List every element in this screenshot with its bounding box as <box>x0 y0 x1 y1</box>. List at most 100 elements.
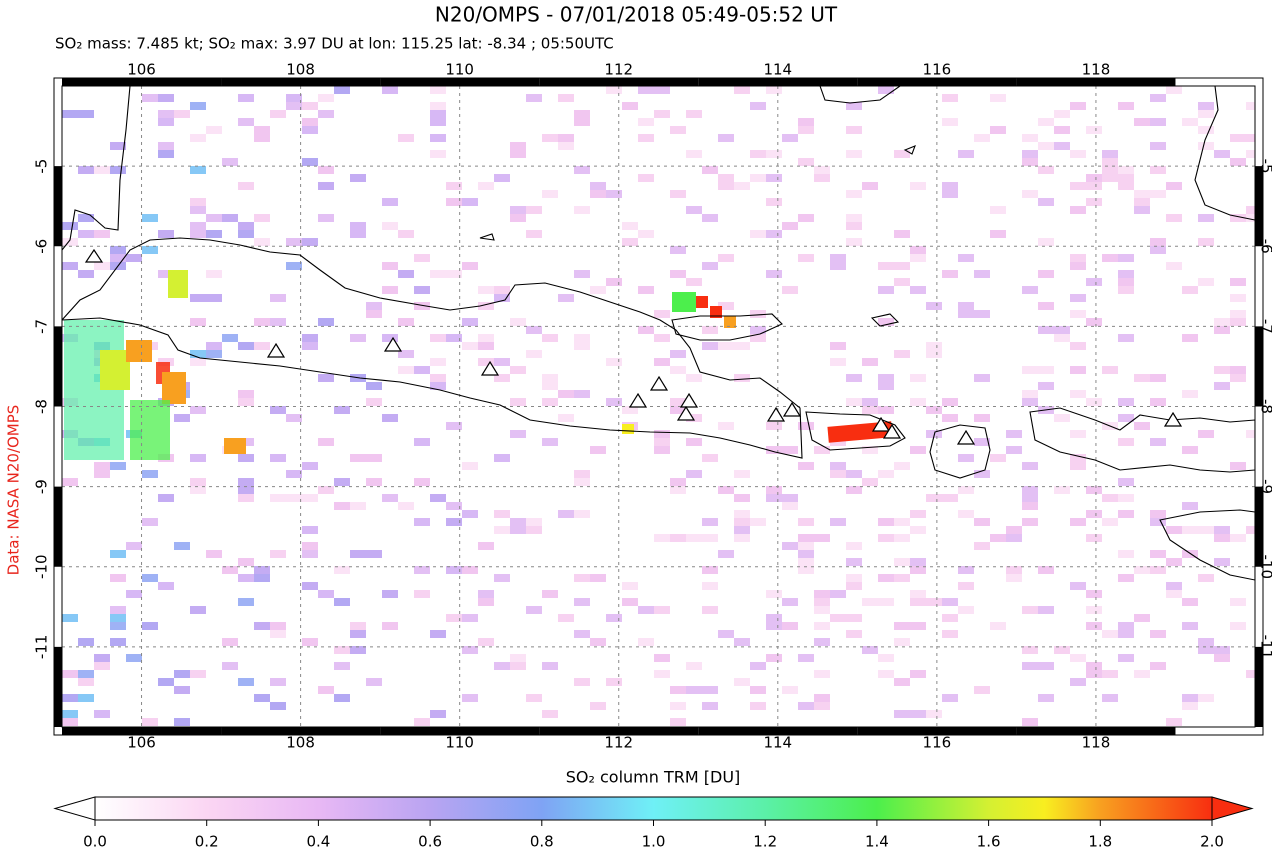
background-pixel <box>878 262 894 270</box>
background-pixel <box>718 182 734 190</box>
background-pixel <box>766 270 782 278</box>
background-pixel <box>734 510 750 518</box>
background-pixel <box>1022 398 1038 406</box>
background-pixel <box>734 534 750 542</box>
background-pixel <box>174 670 190 678</box>
background-pixel <box>1230 366 1246 374</box>
background-pixel <box>94 462 110 470</box>
background-pixel <box>894 534 910 542</box>
frame-band <box>62 78 221 86</box>
background-pixel <box>1102 158 1118 166</box>
background-pixel <box>542 438 558 446</box>
background-pixel <box>510 526 526 534</box>
y-tick-label: -9 <box>33 479 51 494</box>
background-pixel <box>1006 446 1022 454</box>
background-pixel <box>942 190 958 198</box>
background-pixel <box>1118 510 1134 518</box>
background-pixel <box>1230 534 1246 542</box>
background-pixel <box>1214 654 1230 662</box>
x-tick-label: 112 <box>604 61 633 79</box>
background-pixel <box>350 222 366 230</box>
background-pixel <box>846 374 862 382</box>
background-pixel <box>238 118 254 126</box>
background-pixel <box>526 526 542 534</box>
background-pixel <box>238 598 254 606</box>
background-pixel <box>350 230 366 238</box>
background-pixel <box>94 262 110 270</box>
background-pixel <box>1006 430 1022 438</box>
background-pixel <box>1150 118 1166 126</box>
background-pixel <box>1118 398 1134 406</box>
background-pixel <box>254 214 270 222</box>
background-pixel <box>238 478 254 486</box>
background-pixel <box>62 110 78 118</box>
volcano <box>268 344 284 357</box>
background-pixel <box>782 494 798 502</box>
title: N20/OMPS - 07/01/2018 05:49-05:52 UT <box>435 3 838 27</box>
background-pixel <box>1230 462 1246 470</box>
background-pixel <box>910 590 926 598</box>
background-pixel <box>1038 382 1054 390</box>
background-pixel <box>270 494 286 502</box>
background-pixel <box>734 678 750 686</box>
background-pixel <box>334 662 350 670</box>
background-pixel <box>878 406 894 414</box>
background-pixel <box>286 102 302 110</box>
background-pixel <box>414 286 430 294</box>
background-pixel <box>782 446 798 454</box>
background-pixel <box>1022 662 1038 670</box>
plume-cell <box>162 372 186 404</box>
background-pixel <box>142 246 158 254</box>
background-pixel <box>638 606 654 614</box>
background-pixel <box>974 414 990 422</box>
background-pixel <box>862 358 878 366</box>
background-pixel <box>702 582 718 590</box>
background-pixel <box>350 502 366 510</box>
background-pixel <box>830 518 846 526</box>
background-pixel <box>798 542 814 550</box>
background-pixel <box>510 518 526 526</box>
background-pixel <box>190 230 206 238</box>
y-tick-label: -9 <box>1258 479 1272 494</box>
background-pixel <box>798 558 814 566</box>
background-pixel <box>606 398 622 406</box>
x-tick-label: 108 <box>286 61 315 79</box>
background-pixel <box>942 398 958 406</box>
background-pixel <box>494 526 510 534</box>
plume-cell <box>168 270 188 298</box>
colorbar-tick-label: 0.4 <box>306 833 330 851</box>
background-pixel <box>1070 262 1086 270</box>
background-pixel <box>686 278 702 286</box>
background-pixel <box>814 694 830 702</box>
background-pixel <box>638 174 654 182</box>
background-pixel <box>1022 190 1038 198</box>
background-pixel <box>1102 694 1118 702</box>
x-tick-label: 110 <box>445 61 474 79</box>
background-pixel <box>366 478 382 486</box>
background-pixel <box>590 446 606 454</box>
frame-band <box>54 647 62 727</box>
background-pixel <box>126 254 142 262</box>
background-pixel <box>1166 590 1182 598</box>
background-pixel <box>1070 518 1086 526</box>
background-pixel <box>1022 150 1038 158</box>
background-pixel <box>1102 366 1118 374</box>
background-pixel <box>1086 198 1102 206</box>
background-pixel <box>398 134 414 142</box>
background-pixel <box>158 118 174 126</box>
background-pixel <box>302 158 318 166</box>
background-pixel <box>222 334 238 342</box>
background-pixel <box>78 270 94 278</box>
background-pixel <box>622 598 638 606</box>
background-pixel <box>302 638 318 646</box>
background-pixel <box>1118 494 1134 502</box>
background-pixel <box>1086 486 1102 494</box>
background-pixel <box>654 606 670 614</box>
background-pixel <box>1086 622 1102 630</box>
background-pixel <box>926 406 942 414</box>
background-pixel <box>846 582 862 590</box>
background-pixel <box>574 478 590 486</box>
background-pixel <box>254 622 270 630</box>
frame-band <box>539 78 698 86</box>
background-pixel <box>910 670 926 678</box>
